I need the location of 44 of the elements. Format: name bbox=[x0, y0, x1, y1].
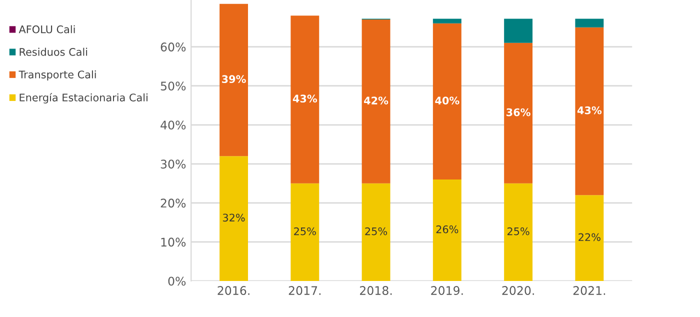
data-label: 40% bbox=[435, 96, 460, 104]
data-label: 43% bbox=[292, 94, 318, 103]
data-label: 25% bbox=[294, 227, 316, 236]
y-tick-label: 0% bbox=[168, 276, 186, 286]
data-label: 42% bbox=[364, 96, 388, 104]
data-label: 36% bbox=[506, 108, 530, 116]
y-tick-label: 40% bbox=[160, 120, 186, 130]
bar bbox=[362, 20, 390, 184]
data-label: 26% bbox=[436, 225, 458, 234]
bar bbox=[432, 18, 462, 24]
bar bbox=[290, 16, 320, 184]
legend-label: Energía Estacionaria Cali bbox=[20, 92, 148, 104]
x-tick-label: 2018. bbox=[360, 286, 392, 295]
data-label: 22% bbox=[578, 233, 600, 242]
data-label: 25% bbox=[507, 227, 530, 236]
x-tick-label: 2017. bbox=[288, 286, 321, 295]
y-tick-label: 60% bbox=[160, 42, 186, 52]
bar bbox=[504, 18, 533, 43]
legend-label: Transporte Cali bbox=[18, 70, 96, 80]
bar bbox=[432, 23, 462, 180]
legend-label: AFOLU Cali bbox=[18, 25, 75, 34]
bar bbox=[362, 183, 390, 281]
data-label: 43% bbox=[577, 106, 602, 114]
data-label: 32% bbox=[222, 214, 245, 222]
bar bbox=[432, 180, 462, 281]
bar bbox=[575, 195, 604, 281]
y-tick-label: 30% bbox=[160, 160, 186, 169]
y-tick-label: 10% bbox=[161, 238, 186, 247]
x-tick-label: 2020. bbox=[502, 286, 534, 295]
bar bbox=[220, 156, 248, 281]
data-label: 25% bbox=[365, 227, 388, 236]
x-tick-label: 2021. bbox=[573, 286, 606, 295]
bar bbox=[290, 183, 320, 281]
x-tick-label: 2019. bbox=[431, 286, 463, 295]
bar bbox=[220, 4, 248, 156]
bar bbox=[504, 42, 533, 184]
x-tick-label: 2016. bbox=[218, 286, 250, 295]
y-tick-label: 50% bbox=[160, 82, 186, 91]
bar bbox=[575, 18, 604, 28]
bar bbox=[504, 183, 533, 281]
y-tick-label: 20% bbox=[160, 198, 186, 208]
data-label: 39% bbox=[222, 75, 246, 84]
bar bbox=[575, 27, 604, 196]
legend-label: Residuos Cali bbox=[20, 48, 88, 56]
